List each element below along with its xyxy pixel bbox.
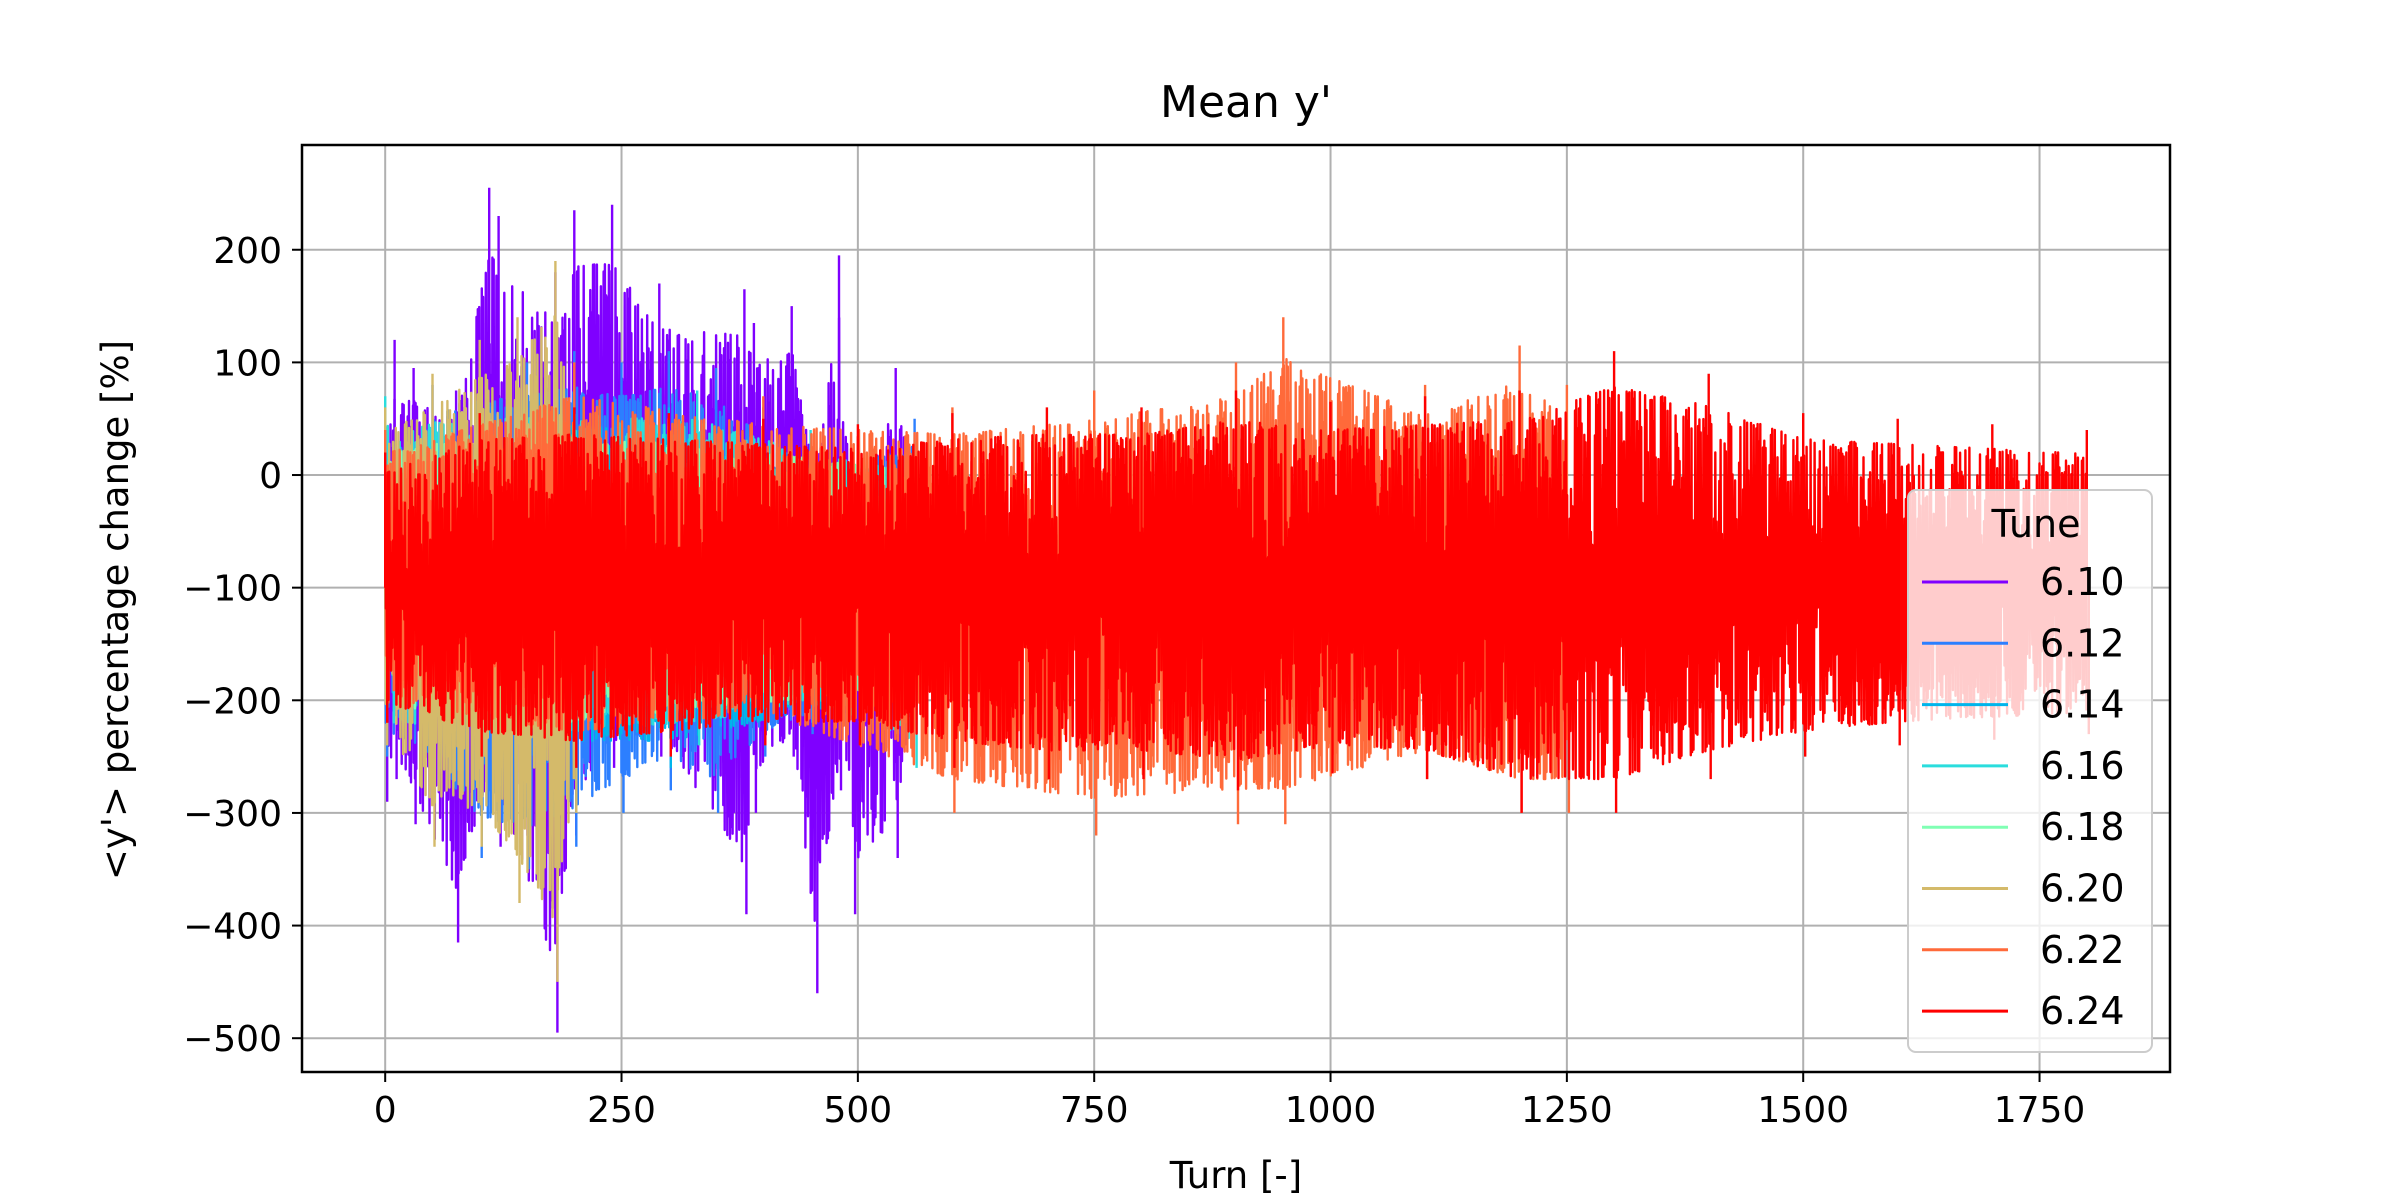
legend-label-6.18: 6.18 (2040, 805, 2125, 849)
legend-label-6.10: 6.10 (2040, 560, 2125, 604)
y-tick-label: −200 (183, 681, 282, 722)
series-spikes-6.24 (384, 351, 2090, 813)
y-tick-label: 0 (259, 456, 282, 497)
x-axis-title: Turn [-] (1169, 1154, 1302, 1197)
legend-title: Tune (1991, 502, 2081, 546)
x-tick-label: 1250 (1521, 1090, 1613, 1131)
x-tick-label: 1500 (1757, 1090, 1849, 1131)
ticks-layer: 0 250 500 750 1000 1250 1500 17502001000−100−20… (183, 231, 2085, 1131)
y-tick-label: −300 (183, 794, 282, 835)
legend-label-6.20: 6.20 (2040, 867, 2125, 911)
legend-label-6.24: 6.24 (2040, 989, 2125, 1033)
x-tick-label: 1000 (1285, 1090, 1377, 1131)
y-tick-label: 100 (213, 343, 282, 384)
legend-label-6.22: 6.22 (2040, 928, 2125, 972)
series-line-6.24 (384, 386, 2088, 781)
y-tick-label: −500 (183, 1019, 282, 1060)
series-layer (384, 187, 2090, 1033)
chart-title: Mean y' (1160, 77, 1332, 128)
x-tick-label: 500 (824, 1090, 893, 1131)
legend-box (1907, 489, 2153, 1053)
y-tick-label: −400 (183, 907, 282, 948)
plot-frame (300, 143, 2172, 1074)
legend-label-6.16: 6.16 (2040, 744, 2125, 788)
legend-label-6.12: 6.12 (2040, 621, 2125, 665)
x-tick-label: 0 (374, 1090, 397, 1131)
x-tick-label: 1750 (1994, 1090, 2086, 1131)
legend: Tune 6.10 6.12 6.14 6.16 6.18 6.20 6.22 6.24 (1907, 489, 2153, 1053)
x-tick-label: 250 (587, 1090, 656, 1131)
x-tick-label: 750 (1060, 1090, 1129, 1131)
y-tick-label: 200 (213, 231, 282, 272)
y-tick-label: −100 (183, 569, 282, 610)
legend-label-6.14: 6.14 (2040, 683, 2125, 727)
y-axis-title: <y'> percentage change [%] (94, 340, 137, 880)
